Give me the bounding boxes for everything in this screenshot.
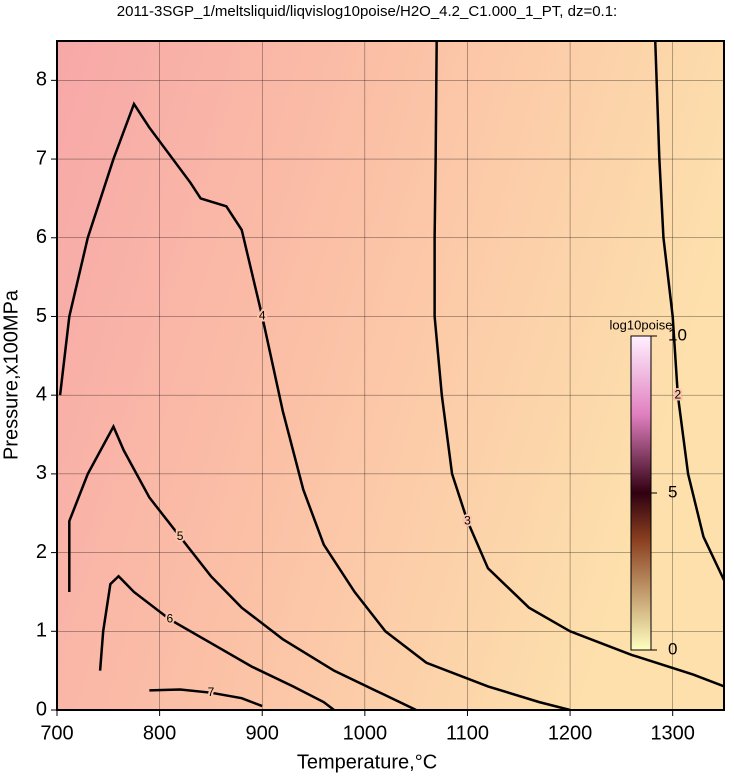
contour-label: 6 xyxy=(167,612,174,626)
contour-line xyxy=(433,41,724,688)
plot-frame xyxy=(56,40,725,711)
colorbar xyxy=(630,335,652,651)
colorbar-tick-label: 0 xyxy=(668,639,677,658)
contour-line xyxy=(653,41,724,581)
x-tick-label: 700 xyxy=(40,722,73,744)
y-tick-label: 7 xyxy=(36,147,47,169)
plot-area: 2 3 4 5 6 7 xyxy=(57,41,724,710)
contour-label: 5 xyxy=(177,529,184,543)
y-tick-label: 0 xyxy=(36,698,47,720)
contour-label: 4 xyxy=(259,309,266,323)
y-tick-label: 2 xyxy=(36,541,47,563)
contour-label: 2 xyxy=(674,387,681,401)
y-tick-label: 3 xyxy=(36,462,47,484)
x-tick-label: 1100 xyxy=(446,722,489,744)
colorbar-tick-label: 5 xyxy=(668,482,677,501)
contour-label: 7 xyxy=(208,685,215,699)
x-tick-label: 1000 xyxy=(343,722,388,744)
y-tick-label: 5 xyxy=(36,305,47,327)
x-tick-label: 900 xyxy=(246,722,279,744)
y-tick-label: 4 xyxy=(36,383,47,405)
y-tick-label: 1 xyxy=(36,620,47,642)
x-tick-label: 1200 xyxy=(548,722,593,744)
contour-line xyxy=(98,574,335,710)
contour-line xyxy=(68,423,417,710)
y-axis-label: Pressure,x100MPa xyxy=(0,289,22,460)
colorbar-label: log10poise xyxy=(610,317,673,332)
contour-line xyxy=(149,688,263,708)
contour-label: 3 xyxy=(464,513,471,527)
x-tick-label: 1300 xyxy=(650,722,695,744)
colorbar-tick-label: 10 xyxy=(668,325,687,344)
contour-line xyxy=(58,101,571,710)
chart-title: 2011-3SGP_1/meltsliquid/liqvislog10poise… xyxy=(117,3,617,20)
y-tick-label: 6 xyxy=(36,226,47,248)
x-tick-label: 800 xyxy=(143,722,176,744)
x-axis-label: Temperature,°C xyxy=(297,751,437,773)
y-tick-label: 8 xyxy=(36,69,47,91)
